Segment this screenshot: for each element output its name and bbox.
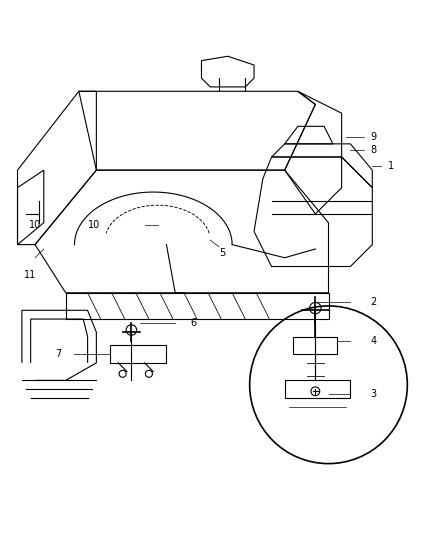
Text: 10: 10 [88, 220, 100, 230]
Text: 5: 5 [219, 248, 225, 259]
Text: 6: 6 [191, 318, 197, 328]
Text: 10: 10 [29, 220, 42, 230]
Text: 9: 9 [370, 132, 376, 142]
Text: 11: 11 [24, 270, 36, 280]
Text: 1: 1 [388, 161, 394, 171]
Text: 8: 8 [370, 146, 376, 156]
Text: 2: 2 [370, 296, 376, 306]
Text: 3: 3 [370, 389, 376, 399]
Text: 4: 4 [370, 336, 376, 346]
Text: 7: 7 [55, 349, 61, 359]
